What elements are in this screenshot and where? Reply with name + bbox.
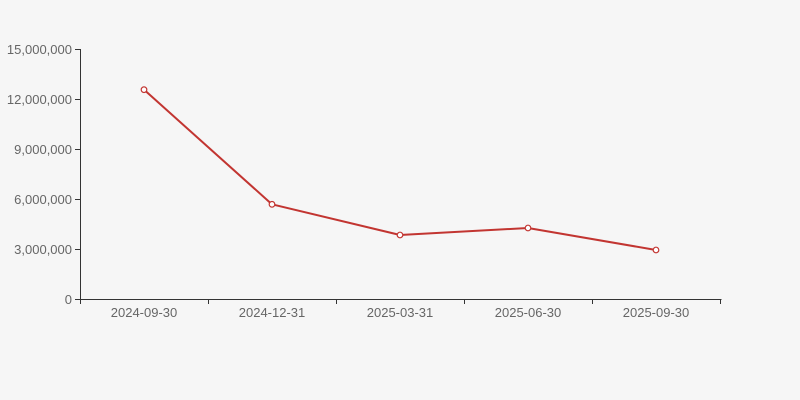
y-axis-label: 9,000,000 <box>14 142 72 157</box>
y-axis-label: 6,000,000 <box>14 192 72 207</box>
x-axis-label: 2024-09-30 <box>111 305 178 320</box>
x-axis-label: 2025-09-30 <box>623 305 690 320</box>
data-point-marker[interactable] <box>524 224 532 232</box>
x-axis-label: 2024-12-31 <box>239 305 306 320</box>
y-axis-label: 3,000,000 <box>14 242 72 257</box>
x-axis-label: 2025-03-31 <box>367 305 434 320</box>
data-point-marker[interactable] <box>396 231 404 239</box>
data-point-marker[interactable] <box>652 246 660 254</box>
data-point-marker[interactable] <box>140 86 148 94</box>
y-axis-label: 12,000,000 <box>7 92 72 107</box>
y-axis-label: 15,000,000 <box>7 42 72 57</box>
y-axis-label: 0 <box>65 292 72 307</box>
data-point-marker[interactable] <box>268 200 276 208</box>
series-line <box>143 88 657 251</box>
x-axis-label: 2025-06-30 <box>495 305 562 320</box>
